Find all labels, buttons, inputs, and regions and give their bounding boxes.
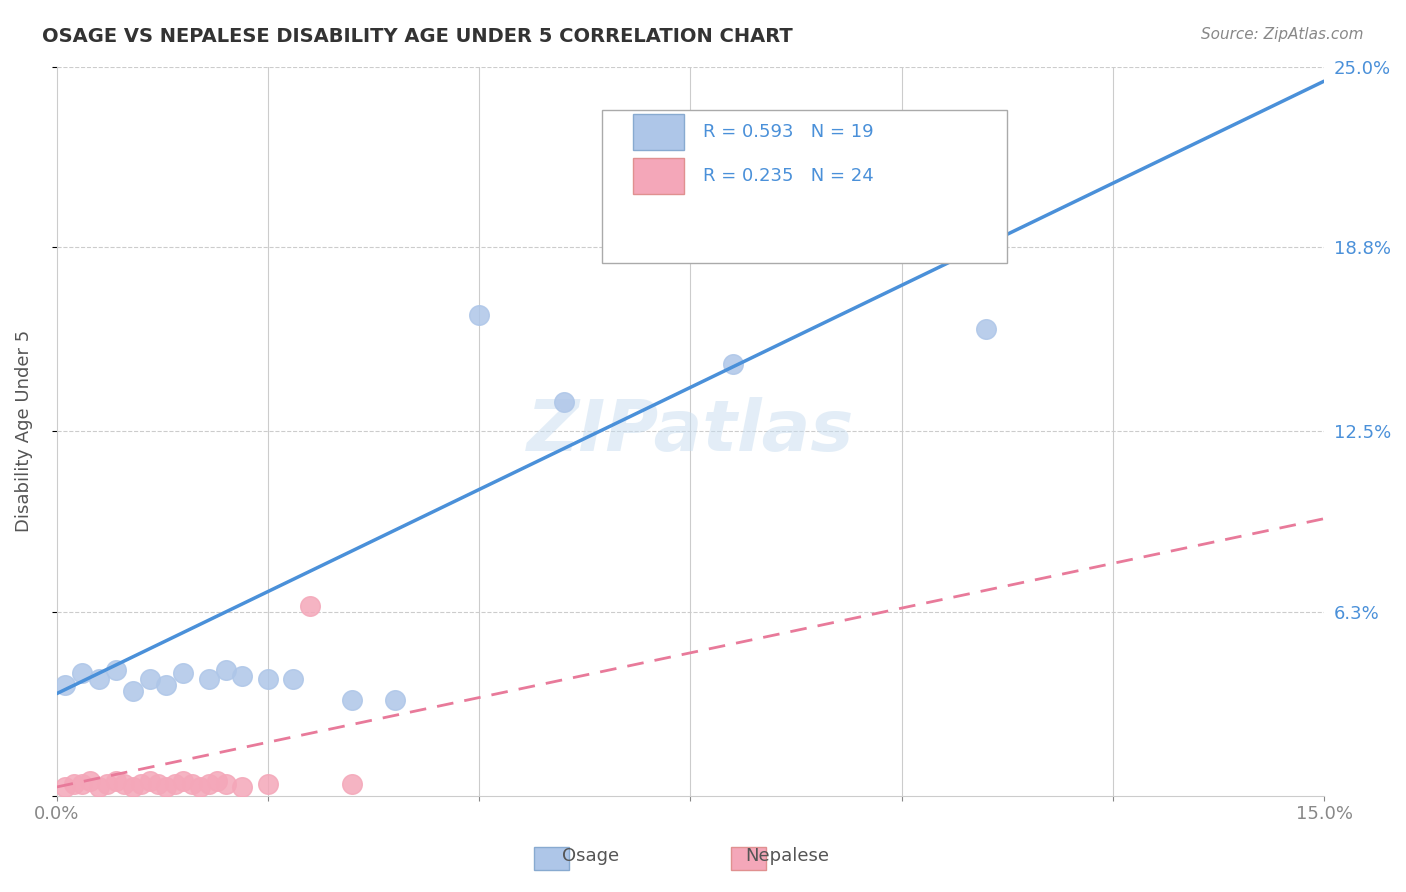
Text: OSAGE VS NEPALESE DISABILITY AGE UNDER 5 CORRELATION CHART: OSAGE VS NEPALESE DISABILITY AGE UNDER 5… (42, 27, 793, 45)
Point (146, 777, 169, 791)
Point (231, 780, 253, 794)
Point (553, 395, 575, 409)
Point (257, 672, 280, 686)
Text: ZIPatlas: ZIPatlas (527, 397, 853, 466)
Point (104, 774, 127, 789)
Point (231, 669, 253, 683)
Bar (633, 158, 683, 194)
Text: R = 0.593   N = 19: R = 0.593 N = 19 (703, 123, 873, 141)
Point (283, 672, 305, 686)
Point (155, 780, 177, 794)
Text: Osage: Osage (562, 847, 619, 865)
Point (163, 777, 186, 791)
Point (62, 777, 84, 791)
Point (342, 777, 364, 791)
Point (79, 774, 101, 789)
Y-axis label: Disability Age Under 5: Disability Age Under 5 (15, 330, 32, 533)
Point (205, 774, 228, 789)
Point (70, 666, 93, 681)
Point (129, 777, 152, 791)
Point (138, 774, 160, 789)
Point (112, 777, 135, 791)
Point (468, 308, 491, 322)
Point (214, 777, 236, 791)
Point (121, 683, 143, 698)
Point (70, 777, 93, 791)
Point (342, 692, 364, 706)
Text: Source: ZipAtlas.com: Source: ZipAtlas.com (1201, 27, 1364, 42)
Point (172, 666, 194, 681)
Point (721, 357, 744, 371)
Point (197, 672, 219, 686)
Point (53, 780, 76, 794)
Point (87, 780, 110, 794)
Point (299, 599, 322, 614)
Point (104, 664, 127, 678)
Point (87, 672, 110, 686)
Point (138, 672, 160, 686)
Point (188, 780, 211, 794)
Text: R = 0.235   N = 24: R = 0.235 N = 24 (703, 167, 873, 185)
Point (172, 774, 194, 789)
Point (974, 322, 997, 336)
Point (214, 664, 236, 678)
Point (155, 678, 177, 692)
Point (197, 777, 219, 791)
Point (121, 780, 143, 794)
Bar (633, 114, 683, 151)
Point (96, 777, 118, 791)
Point (53, 678, 76, 692)
FancyBboxPatch shape (602, 111, 1007, 263)
Point (180, 777, 202, 791)
Text: Nepalese: Nepalese (745, 847, 830, 865)
Point (257, 777, 280, 791)
Point (384, 692, 406, 706)
